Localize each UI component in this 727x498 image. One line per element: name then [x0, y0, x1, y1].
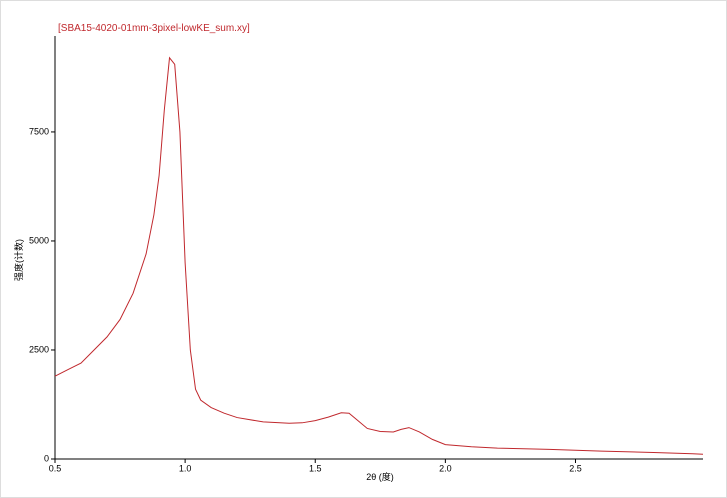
y-tick-label: 7500 — [29, 126, 49, 136]
x-tick-label: 2.0 — [439, 463, 452, 473]
x-tick-label: 1.5 — [309, 463, 322, 473]
x-tick-label: 1.0 — [179, 463, 192, 473]
x-tick-label: 0.5 — [49, 463, 62, 473]
x-axis-label: 2θ (度) — [366, 471, 394, 482]
y-tick-label: 0 — [44, 453, 49, 463]
y-tick-label: 2500 — [29, 344, 49, 354]
y-axis-label: 强度(计数) — [13, 239, 24, 281]
chart-title: [SBA15-4020-01mm-3pixel-lowKE_sum.xy] — [58, 23, 250, 34]
y-tick-label: 5000 — [29, 235, 49, 245]
x-tick-label: 2.5 — [569, 463, 582, 473]
data-line — [54, 56, 704, 455]
